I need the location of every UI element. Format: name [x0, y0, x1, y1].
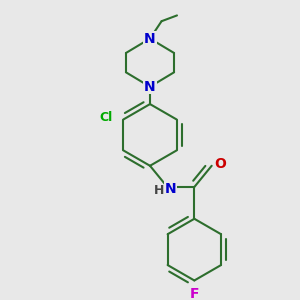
Text: N: N: [144, 80, 156, 94]
Text: N: N: [144, 32, 156, 46]
Text: F: F: [190, 287, 199, 300]
Text: N: N: [164, 182, 176, 196]
Text: O: O: [214, 157, 226, 171]
Text: H: H: [154, 184, 164, 197]
Text: Cl: Cl: [99, 111, 112, 124]
